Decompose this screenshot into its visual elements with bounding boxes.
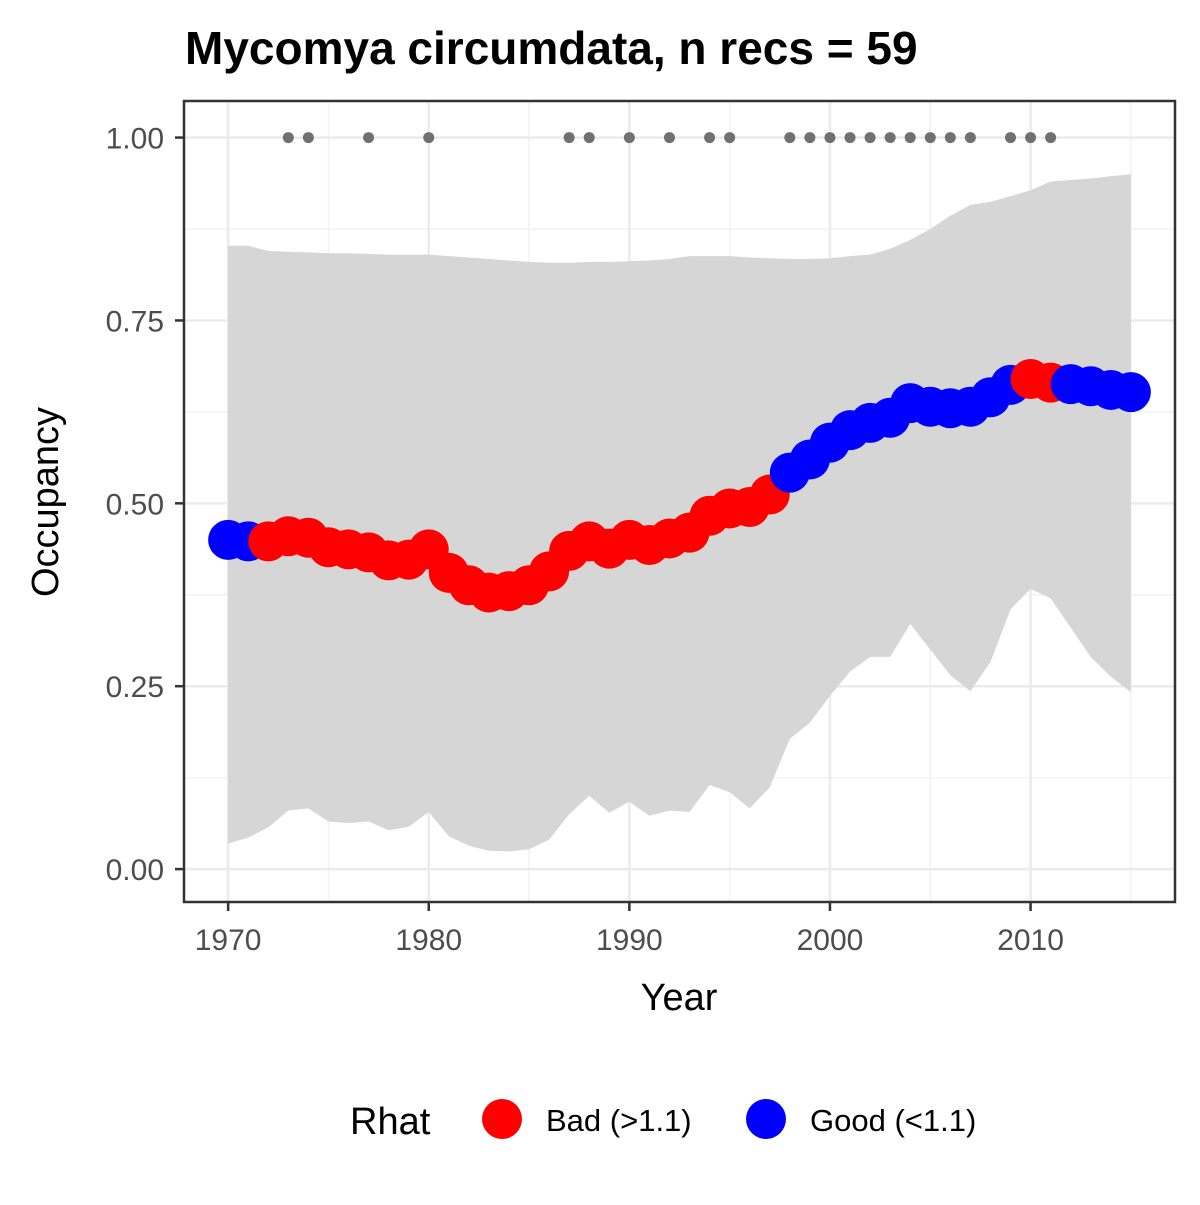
record-point [924, 132, 936, 144]
record-point [563, 132, 575, 144]
record-point [663, 132, 675, 144]
occupancy-point [1110, 372, 1151, 413]
record-point [1025, 132, 1037, 144]
x-tick-label: 1980 [395, 924, 462, 957]
y-tick-label: 0.00 [106, 854, 164, 887]
y-tick-label: 0.25 [106, 671, 164, 704]
legend-key-bad [482, 1099, 522, 1139]
record-point [363, 132, 375, 144]
y-axis-title: Occupancy [25, 407, 67, 597]
record-point [904, 132, 916, 144]
legend-label-good: Good (<1.1) [810, 1103, 976, 1138]
credible-interval-ribbon [228, 174, 1131, 852]
y-tick-label: 0.75 [106, 305, 164, 338]
y-tick-label: 0.50 [106, 488, 164, 521]
legend-title: Rhat [350, 1101, 431, 1143]
record-point [583, 132, 595, 144]
record-point [423, 132, 435, 144]
record-point [884, 132, 896, 144]
legend-label-bad: Bad (>1.1) [546, 1103, 692, 1138]
y-tick-label: 1.00 [106, 123, 164, 156]
record-point [864, 132, 876, 144]
record-point [824, 132, 836, 144]
x-tick-label: 2010 [997, 924, 1064, 957]
plot-panel-border [182, 99, 1177, 904]
record-point [623, 132, 635, 144]
record-point [302, 132, 314, 144]
plot-area: 1970 1980 1990 2000 2010 0.00 0.25 0.50 0.75 1.00 [106, 99, 1177, 957]
record-point [784, 132, 796, 144]
x-tick-label: 1990 [596, 924, 663, 957]
record-point [1005, 132, 1017, 144]
record-point [964, 132, 976, 144]
legend: Rhat Bad (>1.1) Good (<1.1) [350, 1099, 976, 1143]
x-axis-title: Year [641, 977, 718, 1019]
record-point [1045, 132, 1057, 144]
x-tick-label: 2000 [797, 924, 864, 957]
record-point [724, 132, 736, 144]
record-point [282, 132, 294, 144]
chart-title: Mycomya circumdata, n recs = 59 [185, 22, 918, 74]
record-point [844, 132, 856, 144]
record-point [944, 132, 956, 144]
record-point [704, 132, 716, 144]
x-tick-label: 1970 [195, 924, 262, 957]
record-point [804, 132, 816, 144]
legend-key-good [746, 1099, 786, 1139]
